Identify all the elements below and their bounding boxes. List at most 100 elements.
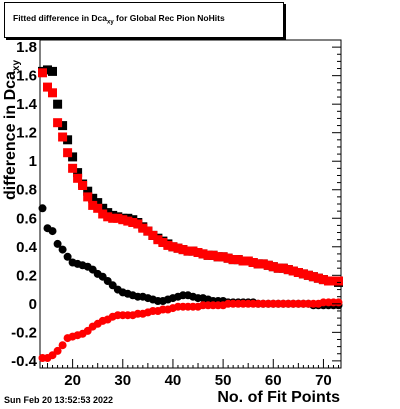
x-axis-title: No. of Fit Points	[217, 389, 340, 406]
y-axis-title-sub: xy	[11, 59, 23, 72]
data-markers	[38, 65, 343, 362]
data-point-square	[123, 216, 133, 226]
data-point-square	[263, 260, 273, 270]
y-tick-label: 1.6	[16, 68, 37, 85]
data-point-square	[308, 272, 318, 282]
data-point-circle	[58, 341, 67, 350]
data-point-square	[128, 218, 138, 227]
data-point-square	[324, 276, 333, 286]
y-tick-label: 0	[29, 296, 37, 313]
x-tick-label: 40	[165, 372, 182, 389]
data-point-square	[334, 276, 343, 286]
data-point-square	[78, 181, 88, 190]
data-point-square	[198, 249, 208, 259]
data-point-square	[68, 152, 78, 162]
y-tick-label: 1	[29, 153, 37, 170]
y-tick-label: 1.4	[16, 96, 38, 113]
data-point-square	[43, 82, 52, 92]
data-point-square	[83, 192, 93, 202]
data-point-square	[93, 198, 103, 208]
data-point-square	[73, 168, 83, 178]
data-point-square	[98, 209, 108, 219]
title-box: Fitted difference in Dcaxy for Global Re…	[4, 2, 284, 38]
data-point-square	[193, 248, 203, 257]
data-point-circle	[48, 227, 57, 236]
axes: 20 30 40 50 60 70 -0.4 -0.2 0 0.2 0.4 0.6 0.8 1 1.2 1.4…	[11, 39, 341, 389]
plot-border	[39, 39, 342, 369]
data-point-square	[148, 230, 158, 240]
x-tick-label: 60	[265, 372, 282, 389]
y-axis-title: difference in Dcaxy	[2, 60, 22, 200]
data-point-square	[63, 148, 73, 158]
x-tick-label: 50	[215, 372, 232, 389]
date-stamp: Sun Feb 20 13:52:53 2022	[4, 395, 114, 405]
data-point-square	[58, 132, 68, 142]
plot-frame	[39, 39, 342, 369]
data-point-square	[38, 68, 47, 78]
data-point-square	[273, 263, 283, 273]
data-point-square	[278, 263, 288, 273]
data-point-square	[48, 66, 57, 76]
data-point-square	[88, 200, 98, 210]
data-point-square	[168, 242, 178, 252]
data-point-square	[63, 135, 73, 145]
data-point-square	[113, 213, 123, 223]
y-tick-label: 0.8	[16, 182, 37, 199]
data-point-square	[53, 99, 63, 109]
data-point-square	[143, 226, 153, 236]
data-point-square	[183, 246, 193, 256]
data-point-square	[68, 163, 78, 173]
data-point-square	[223, 253, 233, 263]
data-point-square	[48, 88, 57, 98]
data-point-square	[283, 265, 293, 275]
data-point-square	[118, 215, 128, 225]
data-point-square	[58, 121, 68, 131]
data-point-circle	[58, 245, 67, 254]
data-point-circle	[38, 204, 47, 213]
data-point-circle	[63, 252, 72, 261]
data-point-square	[293, 268, 303, 277]
data-point-square	[83, 186, 93, 196]
data-point-square	[288, 266, 298, 276]
x-tick-label: 20	[64, 372, 81, 389]
x-tick-label: 70	[315, 372, 332, 389]
data-point-square	[203, 250, 213, 260]
data-point-square	[208, 250, 218, 260]
data-point-square	[213, 252, 223, 262]
data-point-square	[108, 213, 118, 223]
data-point-circle	[53, 239, 62, 248]
y-tick-label: -0.2	[11, 324, 37, 341]
chart-title-sub: xy	[107, 19, 114, 26]
data-point-square	[163, 240, 173, 250]
data-point-square	[228, 255, 238, 265]
data-point-square	[173, 243, 183, 253]
data-point-square	[88, 193, 98, 203]
data-point-circle	[334, 298, 343, 307]
y-tick-label: 0.4	[16, 239, 38, 256]
data-point-square	[268, 262, 278, 272]
data-point-square	[233, 255, 243, 265]
data-point-square	[248, 258, 258, 267]
y-tick-label: 0.2	[16, 267, 37, 284]
data-point-square	[218, 252, 228, 262]
data-point-square	[138, 223, 148, 233]
y-tick-label: 0.6	[16, 210, 37, 227]
data-point-square	[73, 173, 83, 183]
y-tick-label: -0.4	[11, 353, 38, 370]
data-point-square	[238, 256, 248, 266]
data-point-square	[103, 212, 113, 222]
y-tick-label: 1.2	[16, 125, 37, 142]
data-point-square	[133, 219, 143, 229]
data-point-square	[298, 269, 308, 279]
data-point-square	[243, 256, 253, 266]
data-point-square	[98, 203, 108, 213]
x-tick-label: 30	[114, 372, 131, 389]
data-point-square	[53, 118, 63, 128]
data-point-square	[93, 203, 103, 213]
data-point-square	[158, 238, 168, 247]
data-point-square	[188, 246, 198, 256]
data-point-square	[313, 273, 323, 283]
y-axis-title-main: difference in Dca	[2, 71, 19, 200]
data-point-circle	[53, 346, 62, 355]
